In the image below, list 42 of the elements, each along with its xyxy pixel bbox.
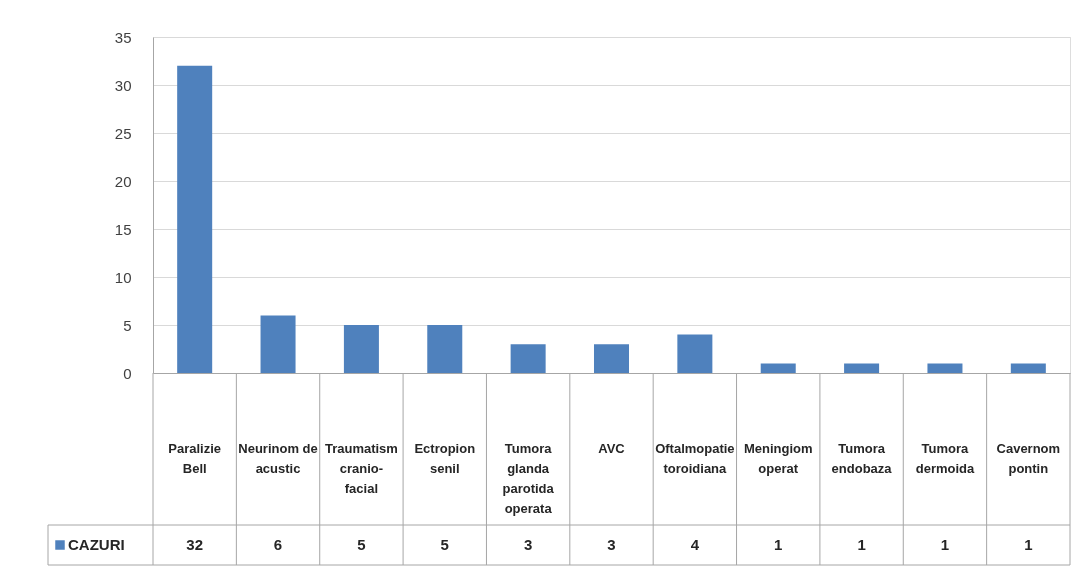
x-tick-label: Oftalmopatie toroidiana [655,441,735,476]
x-tick-label: Traumatism cranio-facial [324,441,398,496]
x-tick-label: Paralizie Bell [168,441,222,476]
bar [760,363,796,373]
x-tick-label: Tumora glanda parotida operata [502,441,555,516]
data-label: 1 [1024,536,1033,553]
x-tick-label: Tumora endobaza [831,441,893,476]
bar [677,334,713,373]
x-tick-label: Cavernom pontin [996,441,1061,476]
x-tick-label: Tumora dermoida [915,441,975,476]
y-tick-label: 35 [114,28,132,46]
bar [343,325,379,373]
data-label: 4 [690,536,700,553]
bar [177,65,213,373]
data-label: 5 [357,536,366,553]
y-tick-label: 20 [114,172,132,190]
legend-label: CAZURI [68,536,125,553]
y-tick-label: 5 [123,316,132,334]
x-tick-label: Meningiom operat [743,441,813,476]
bar [593,344,630,373]
data-label: 1 [774,536,783,553]
data-label: 3 [523,536,533,553]
y-tick-label: 10 [114,268,132,286]
data-label: 32 [186,536,204,553]
y-tick-label: 25 [114,124,132,142]
bar [844,363,880,373]
bar [427,325,463,373]
y-tick-label: 0 [123,364,132,382]
data-label: 3 [607,536,616,553]
bar [260,315,296,373]
data-label: 5 [440,536,449,553]
y-tick-label: 30 [114,76,132,94]
x-tick-label: AVC [598,441,626,456]
bar [927,363,963,373]
y-tick-label: 15 [114,220,132,238]
bar [510,344,546,373]
bar [1010,363,1046,373]
data-label: 1 [940,536,950,553]
x-tick-label: Ectropion senil [414,441,476,476]
data-label: 1 [857,536,866,553]
x-tick-label: Neurinom de acustic [238,441,318,476]
data-label: 6 [273,536,283,553]
